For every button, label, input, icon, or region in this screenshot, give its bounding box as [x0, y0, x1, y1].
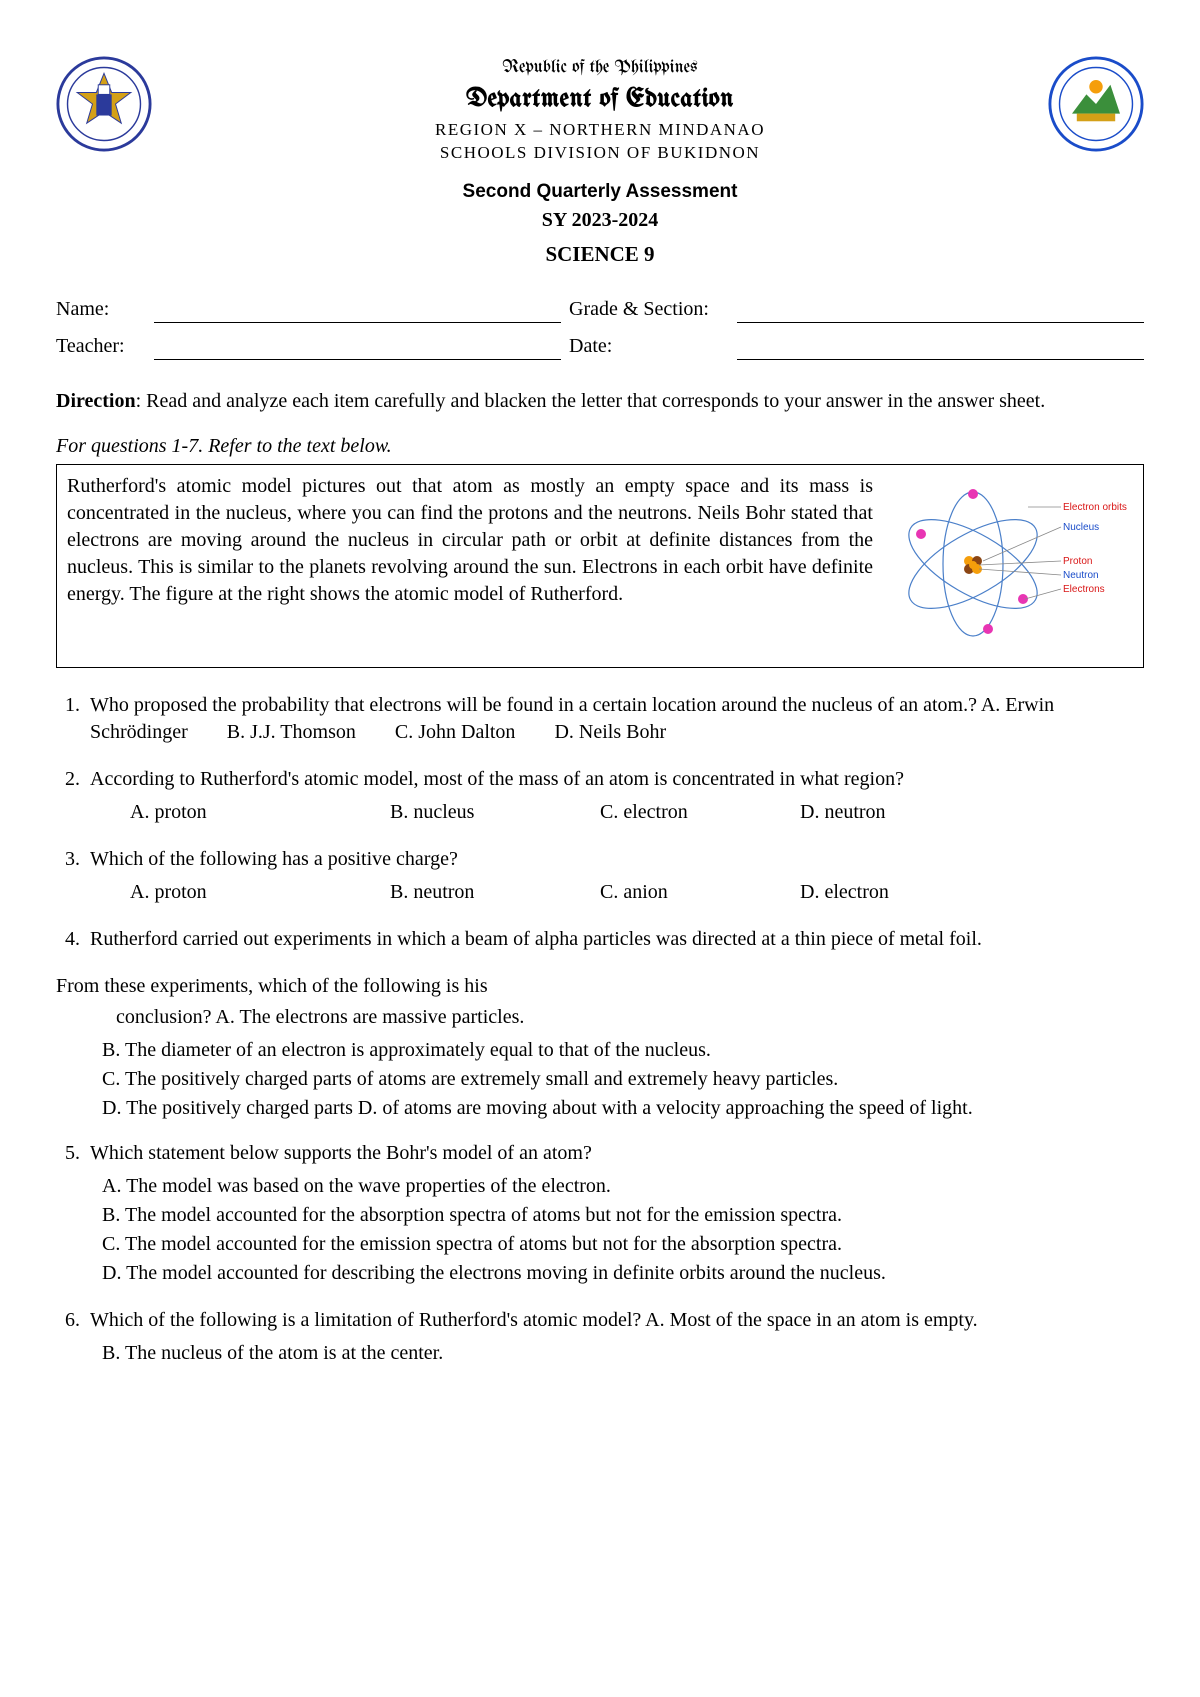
label-proton: Proton: [1063, 556, 1092, 567]
q6-opt-b: B. The nucleus of the atom is at the cen…: [56, 1340, 1144, 1367]
question-3: 3. Which of the following has a positive…: [56, 846, 1144, 906]
atom-diagram: Electron orbits Nucleus Proton Neutron E…: [883, 473, 1133, 649]
q3-num: 3.: [56, 846, 80, 906]
name-label: Name:: [56, 296, 146, 323]
q4-opt-c: C. The positively charged parts of atoms…: [56, 1066, 1144, 1093]
label-neutron: Neutron: [1063, 570, 1099, 581]
document-header: Republic of the Philippines Department o…: [56, 56, 1144, 268]
q4-opts: B. The diameter of an electron is approx…: [56, 1037, 1144, 1122]
assessment-line: Second Quarterly Assessment: [168, 179, 1032, 205]
q5-opt-d: D. The model accounted for describing th…: [56, 1260, 1144, 1287]
q3-stem: Which of the following has a positive ch…: [90, 846, 1144, 873]
grade-input[interactable]: [737, 301, 1144, 323]
deped-line: Department of Education: [168, 82, 1032, 117]
sy-line: SY 2023-2024: [168, 207, 1032, 234]
header-center: Republic of the Philippines Department o…: [168, 56, 1032, 268]
question-5: 5. Which statement below supports the Bo…: [56, 1140, 1144, 1287]
division-line: SCHOOLS DIVISION OF BUKIDNON: [168, 142, 1032, 165]
deped-seal-icon: [56, 56, 152, 152]
q4-num: 4.: [56, 926, 80, 953]
q1-opt-d: D. Neils Bohr: [554, 721, 666, 743]
name-input[interactable]: [154, 301, 561, 323]
subject-line: SCIENCE 9: [168, 240, 1032, 268]
question-1: 1. Who proposed the probability that ele…: [56, 692, 1144, 746]
q3-opt-b: B. neutron: [390, 879, 600, 906]
region-line: REGION X – NORTHERN MINDANAO: [168, 119, 1032, 142]
passage-text: Rutherford's atomic model pictures out t…: [67, 473, 873, 649]
q2-opt-b: B. nucleus: [390, 799, 600, 826]
q1-num: 1.: [56, 692, 80, 746]
q6-stem: Which of the following is a limitation o…: [90, 1307, 1144, 1334]
q5-opt-c: C. The model accounted for the emission …: [56, 1231, 1144, 1258]
grade-label: Grade & Section:: [569, 296, 729, 323]
q1-opt-c: C. John Dalton: [395, 721, 516, 743]
republic-line: Republic of the Philippines: [168, 56, 1032, 80]
q2-opt-c: C. electron: [600, 799, 800, 826]
passage-box: Rutherford's atomic model pictures out t…: [56, 464, 1144, 668]
date-input[interactable]: [737, 338, 1144, 360]
refer-line: For questions 1-7. Refer to the text bel…: [56, 433, 1144, 460]
q5-stem: Which statement below supports the Bohr'…: [90, 1140, 1144, 1167]
direction-body: : Read and analyze each item carefully a…: [136, 390, 1046, 412]
question-6: 6. Which of the following is a limitatio…: [56, 1307, 1144, 1367]
q5-opt-b: B. The model accounted for the absorptio…: [56, 1202, 1144, 1229]
q2-stem: According to Rutherford's atomic model, …: [90, 766, 1144, 793]
q4-cont2: conclusion? A. The electrons are massive…: [56, 1004, 1144, 1031]
question-4: 4. Rutherford carried out experiments in…: [56, 926, 1144, 953]
direction-text: Direction: Read and analyze each item ca…: [56, 388, 1144, 415]
division-seal-icon: [1048, 56, 1144, 152]
label-electrons: Electrons: [1063, 584, 1105, 595]
q2-num: 2.: [56, 766, 80, 826]
label-nucleus: Nucleus: [1063, 522, 1099, 533]
teacher-input[interactable]: [154, 338, 561, 360]
q4-cont1: From these experiments, which of the fol…: [56, 973, 1144, 1000]
direction-bold: Direction: [56, 390, 136, 412]
q2-opt-a: A. proton: [130, 799, 390, 826]
date-label: Date:: [569, 333, 729, 360]
q2-opt-d: D. neutron: [800, 799, 886, 826]
q5-opt-a: A. The model was based on the wave prope…: [56, 1173, 1144, 1200]
label-orbits: Electron orbits: [1063, 502, 1127, 513]
q4-opt-d: D. The positively charged parts D. of at…: [56, 1095, 1144, 1122]
q4-stem: Rutherford carried out experiments in wh…: [90, 926, 1144, 953]
q4-opt-b: B. The diameter of an electron is approx…: [56, 1037, 1144, 1064]
q3-opt-c: C. anion: [600, 879, 800, 906]
q1-opt-b: B. J.J. Thomson: [227, 721, 356, 743]
student-info: Name: Grade & Section: Teacher: Date:: [56, 296, 1144, 360]
q3-opt-d: D. electron: [800, 879, 889, 906]
question-2: 2. According to Rutherford's atomic mode…: [56, 766, 1144, 826]
q1-stem: Who proposed the probability that electr…: [90, 694, 981, 716]
teacher-label: Teacher:: [56, 333, 146, 360]
q3-opt-a: A. proton: [130, 879, 390, 906]
